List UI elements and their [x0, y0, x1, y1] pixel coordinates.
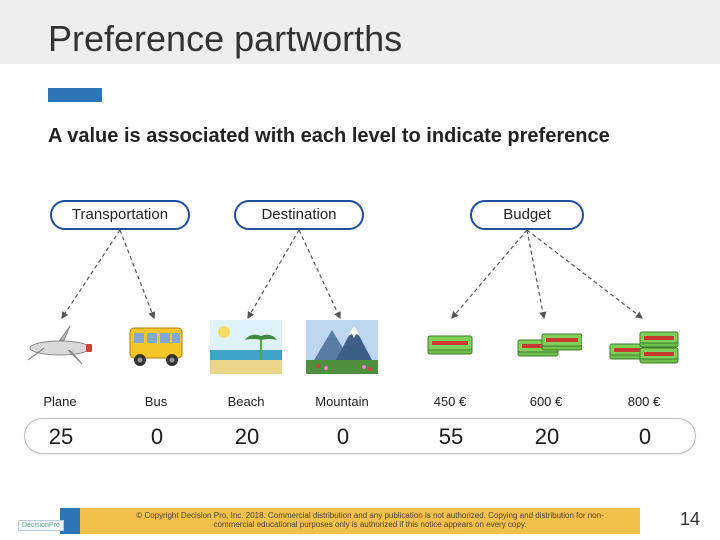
plane-icon	[24, 320, 96, 368]
level-label: Beach	[222, 394, 270, 409]
money1-icon	[418, 320, 482, 368]
accent-bar	[48, 88, 102, 102]
money2-icon	[510, 320, 582, 372]
level-label: Bus	[134, 394, 178, 409]
level-label: Plane	[34, 394, 86, 409]
mountain-icon	[306, 320, 378, 374]
category-pill-budget: Budget	[470, 200, 584, 230]
level-label: 800 €	[620, 394, 668, 409]
value-cell: 20	[225, 419, 269, 455]
category-pill-destination: Destination	[234, 200, 364, 230]
page-number: 14	[680, 509, 700, 530]
logo: DecisionPro	[18, 520, 64, 531]
category-pill-transportation: Transportation	[50, 200, 190, 230]
money3-icon	[606, 320, 682, 376]
value-cell: 25	[35, 419, 87, 455]
value-row: 25 0 20 0 55 20 0	[24, 418, 696, 454]
level-label: Mountain	[310, 394, 374, 409]
value-cell: 20	[525, 419, 569, 455]
page-subtitle: A value is associated with each level to…	[48, 124, 668, 149]
level-label: 450 €	[426, 394, 474, 409]
copyright: © Copyright Decision Pro, Inc. 2018. Com…	[120, 511, 620, 530]
beach-icon	[210, 320, 282, 374]
value-cell: 0	[137, 419, 177, 455]
bus-icon	[124, 320, 188, 370]
value-cell: 0	[627, 419, 663, 455]
level-label: 600 €	[522, 394, 570, 409]
value-cell: 55	[429, 419, 473, 455]
page-title: Preference partworths	[48, 18, 402, 60]
partworth-diagram: Transportation Destination Budget	[0, 200, 720, 460]
value-cell: 0	[325, 419, 361, 455]
